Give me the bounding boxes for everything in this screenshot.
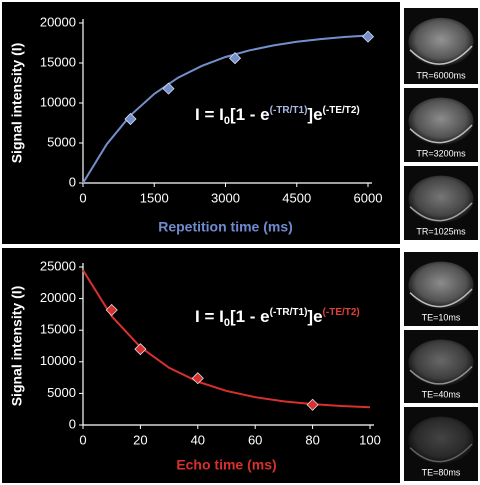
tissue bbox=[408, 417, 473, 464]
x-tick-label: 4500 bbox=[282, 190, 311, 205]
tissue bbox=[408, 262, 473, 309]
equation-part: [1 - e bbox=[230, 105, 270, 124]
x-axis-title: Echo time (ms) bbox=[176, 457, 276, 473]
equation-part: I = I bbox=[195, 105, 224, 124]
x-tick-label: 1500 bbox=[140, 190, 169, 205]
y-tick-label: 20000 bbox=[40, 290, 76, 305]
x-tick-label: 100 bbox=[359, 432, 381, 447]
x-tick-label: 6000 bbox=[354, 190, 383, 205]
x-tick-label: 0 bbox=[79, 432, 86, 447]
y-tick-label: 15000 bbox=[40, 322, 76, 337]
image-label: TR=1025ms bbox=[416, 226, 466, 236]
mri-image: TR=3200ms bbox=[404, 88, 478, 162]
image-label: TE=40ms bbox=[422, 389, 461, 399]
x-tick-label: 40 bbox=[191, 432, 205, 447]
x-tick-label: 80 bbox=[305, 432, 319, 447]
y-axis-title: Signal intensity (I) bbox=[9, 286, 25, 407]
equation-part: I = I bbox=[195, 307, 224, 326]
y-tick-label: 25000 bbox=[40, 258, 76, 273]
equation-part: (-TR/T1) bbox=[270, 105, 308, 116]
y-tick-label: 0 bbox=[69, 174, 76, 189]
y-tick-label: 5000 bbox=[47, 385, 76, 400]
y-tick-label: 10000 bbox=[40, 94, 76, 109]
x-tick-label: 60 bbox=[248, 432, 262, 447]
mri-image: TR=6000ms bbox=[404, 8, 478, 84]
figure: 0500010000150002000001500300045006000Rep… bbox=[0, 0, 480, 485]
tissue bbox=[408, 98, 473, 145]
equation-part: ]e bbox=[307, 105, 322, 124]
tissue bbox=[408, 18, 473, 67]
equation-part: ]e bbox=[307, 307, 322, 326]
y-tick-label: 15000 bbox=[40, 54, 76, 69]
tissue bbox=[408, 176, 473, 223]
equation-part: (-TE/T2) bbox=[323, 307, 360, 318]
y-tick-label: 0 bbox=[69, 416, 76, 431]
x-axis-title: Repetition time (ms) bbox=[158, 219, 293, 235]
y-tick-label: 5000 bbox=[47, 134, 76, 149]
mri-image: TE=80ms bbox=[404, 407, 478, 481]
equation-part: (-TE/T2) bbox=[323, 105, 360, 116]
equation-part: [1 - e bbox=[230, 307, 270, 326]
mri-image: TE=10ms bbox=[404, 252, 478, 326]
image-label: TE=10ms bbox=[422, 312, 461, 322]
image-label: TR=3200ms bbox=[416, 148, 466, 158]
x-tick-label: 3000 bbox=[211, 190, 240, 205]
equation-part: (-TR/T1) bbox=[270, 307, 308, 318]
x-tick-label: 0 bbox=[79, 190, 86, 205]
y-tick-label: 10000 bbox=[40, 353, 76, 368]
image-label: TE=80ms bbox=[422, 467, 461, 477]
tissue bbox=[408, 339, 473, 386]
mri-image: TR=1025ms bbox=[404, 166, 478, 240]
mri-image: TE=40ms bbox=[404, 330, 478, 403]
image-label: TR=6000ms bbox=[416, 70, 466, 80]
y-tick-label: 20000 bbox=[40, 14, 76, 29]
y-axis-title: Signal intensity (I) bbox=[9, 43, 25, 164]
x-tick-label: 20 bbox=[133, 432, 147, 447]
